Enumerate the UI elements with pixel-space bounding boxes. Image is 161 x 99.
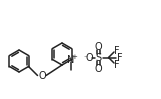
Text: F: F — [114, 46, 120, 56]
Text: F: F — [114, 59, 120, 69]
Text: F: F — [117, 52, 122, 62]
Text: O: O — [95, 63, 102, 73]
Text: O: O — [85, 52, 93, 62]
Text: +: + — [72, 53, 77, 59]
Text: O: O — [95, 41, 102, 51]
Text: N: N — [67, 55, 74, 65]
Text: ⁻: ⁻ — [84, 53, 88, 62]
Text: S: S — [95, 52, 102, 62]
Text: O: O — [39, 70, 46, 80]
